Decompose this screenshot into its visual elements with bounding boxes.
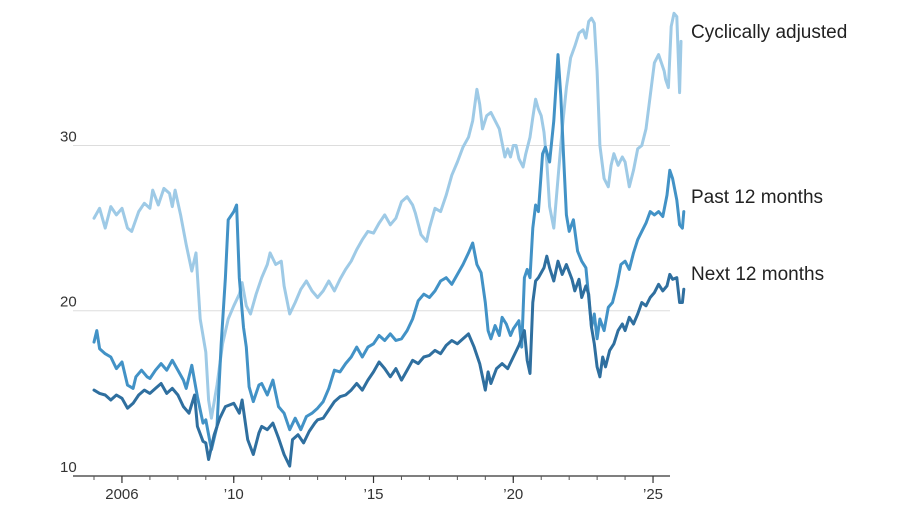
x-tick-label: ’15 <box>363 486 383 503</box>
series-labels: Cyclically adjusted Past 12 months Next … <box>691 22 847 285</box>
series-line-past-12-months <box>92 53 686 452</box>
series-label-cyclically-adjusted: Cyclically adjusted <box>691 22 847 43</box>
y-tick-label: 20 <box>60 294 77 311</box>
series-label-past-12-months: Past 12 months <box>691 187 823 208</box>
y-tick-label: 10 <box>60 459 77 476</box>
x-axis: 2006 ’10 ’15 ’20 ’25 <box>73 475 670 503</box>
y-axis-labels: 10 20 30 <box>60 128 77 476</box>
series-line-cyclically-adjusted <box>92 11 683 420</box>
x-tick-label: ’10 <box>224 486 244 503</box>
y-tick-label: 30 <box>60 128 77 145</box>
x-tick-label: ’20 <box>503 486 523 503</box>
series-line-next-12-months <box>92 254 686 468</box>
x-tick-label: 2006 <box>105 486 138 503</box>
series-lines <box>92 11 686 468</box>
grid <box>73 144 670 312</box>
series-label-next-12-months: Next 12 months <box>691 264 824 285</box>
x-tick-label: ’25 <box>643 486 663 503</box>
